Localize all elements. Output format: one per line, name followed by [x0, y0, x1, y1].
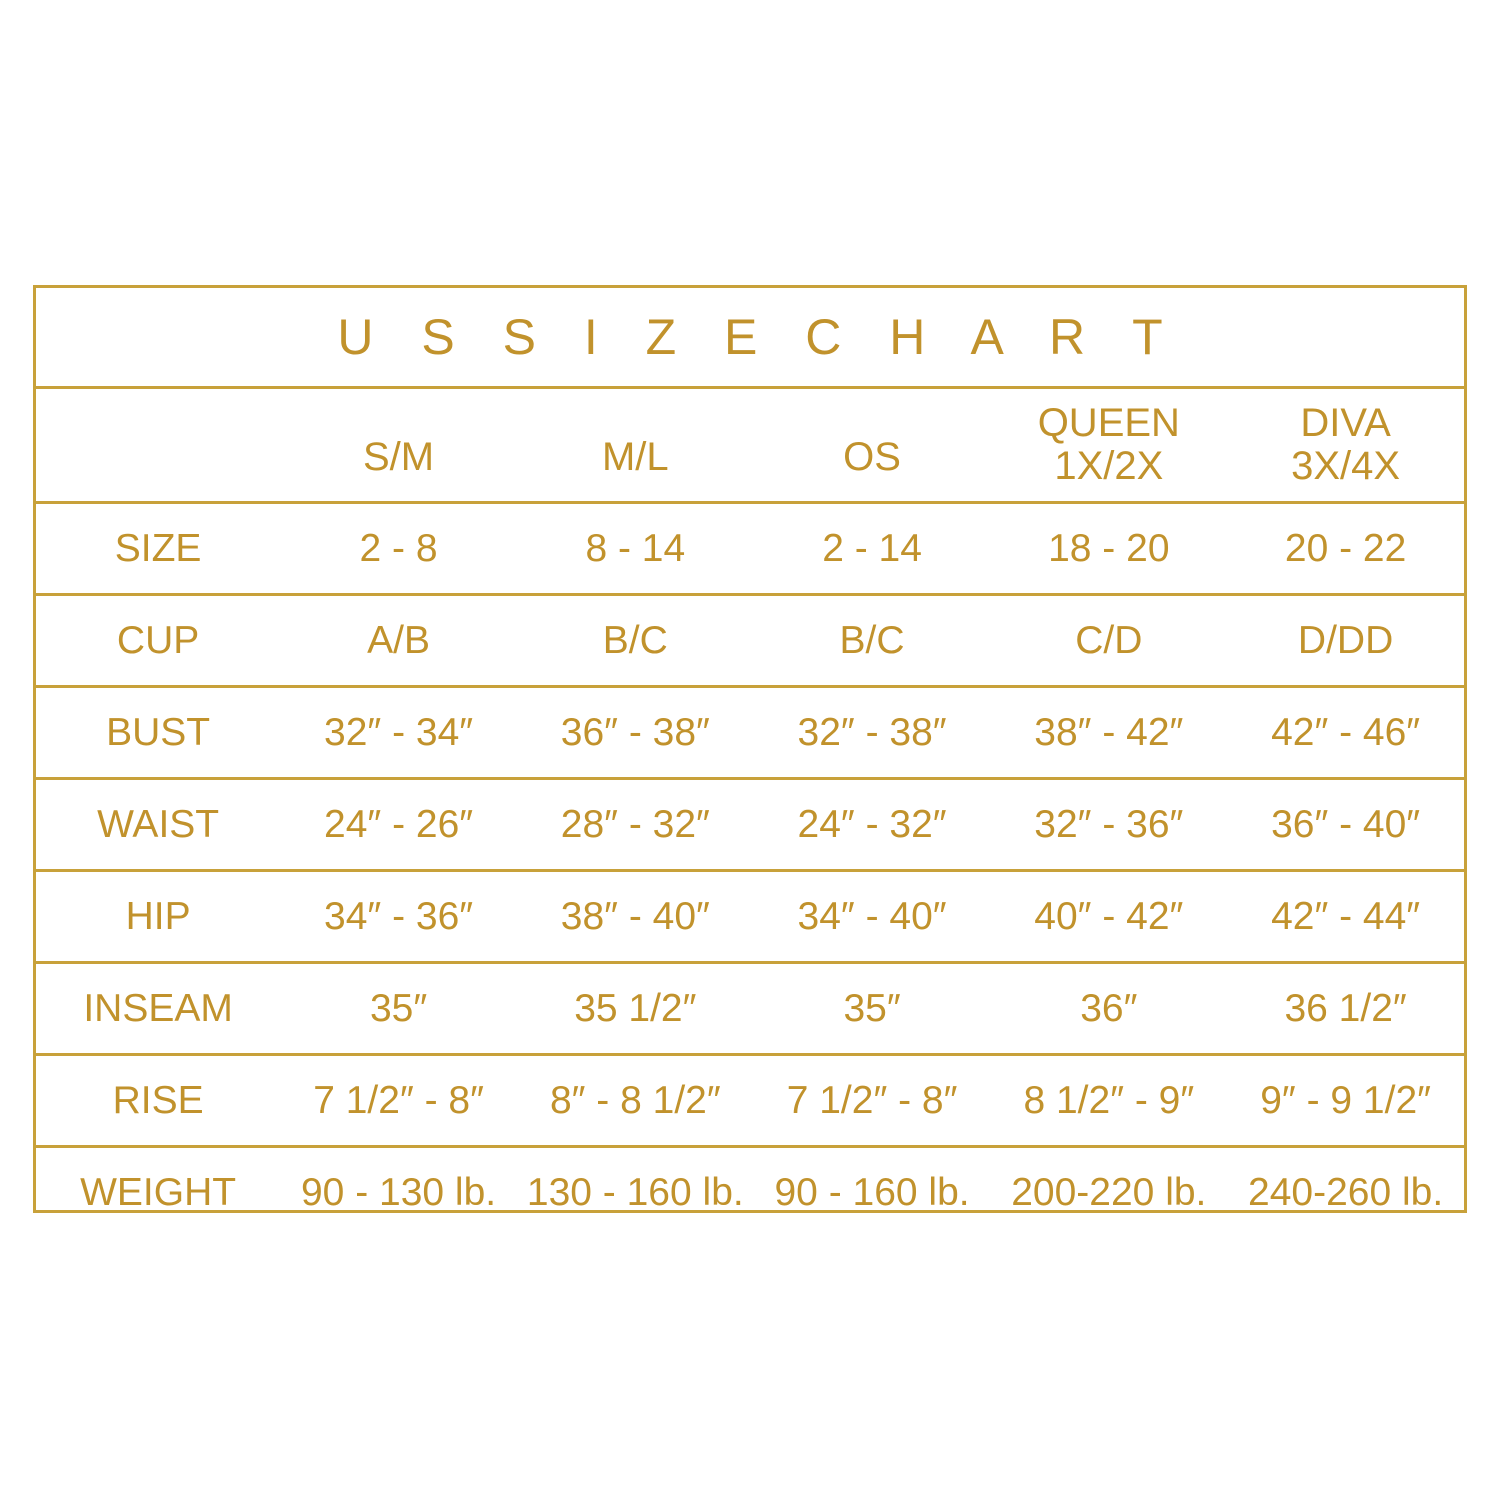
header-cell-diva: DIVA 3X/4X [1227, 386, 1464, 503]
row-label-size: SIZE [36, 501, 281, 595]
cell-size-diva: 20 - 22 [1227, 501, 1464, 595]
cell-inseam-os: 35″ [753, 961, 991, 1055]
header-label-diva: DIVA [1300, 400, 1391, 445]
cell-size-queen: 18 - 20 [990, 501, 1228, 595]
table-row: WEIGHT 90 - 130 lb. 130 - 160 lb. 90 - 1… [36, 1145, 1464, 1237]
row-label-weight: WEIGHT [36, 1145, 281, 1237]
header-sublabel-diva: 3X/4X [1291, 444, 1401, 488]
cell-inseam-sm: 35″ [280, 961, 517, 1055]
header-sublabel-queen: 1X/2X [1054, 444, 1164, 488]
header-label-queen: QUEEN [1037, 400, 1180, 445]
table-row: BUST 32″ - 34″ 36″ - 38″ 32″ - 38″ 38″ -… [36, 685, 1464, 779]
header-label-sm: S/M [363, 435, 435, 480]
row-label-inseam: INSEAM [36, 961, 281, 1055]
table-row: WAIST 24″ - 26″ 28″ - 32″ 24″ - 32″ 32″ … [36, 777, 1464, 871]
cell-bust-diva: 42″ - 46″ [1227, 685, 1464, 779]
header-cell-blank [36, 386, 281, 503]
cell-cup-queen: C/D [990, 593, 1228, 687]
header-cell-queen: QUEEN 1X/2X [990, 386, 1228, 503]
cell-waist-ml: 28″ - 32″ [516, 777, 754, 871]
cell-size-sm: 2 - 8 [280, 501, 517, 595]
cell-size-ml: 8 - 14 [516, 501, 754, 595]
cell-inseam-ml: 35 1/2″ [516, 961, 754, 1055]
page-title: U S S I Z E C H A R T [337, 309, 1180, 365]
header-label-ml: M/L [601, 435, 669, 480]
cell-waist-os: 24″ - 32″ [753, 777, 991, 871]
table-row: SIZE 2 - 8 8 - 14 2 - 14 18 - 20 20 - 22 [36, 501, 1464, 595]
cell-bust-queen: 38″ - 42″ [990, 685, 1228, 779]
cell-weight-sm: 90 - 130 lb. [280, 1145, 517, 1237]
row-label-hip: HIP [36, 869, 281, 963]
row-label-cup: CUP [36, 593, 281, 687]
size-chart-frame: U S S I Z E C H A R T S/M M/L OS QUEE [33, 285, 1467, 1237]
cell-waist-queen: 32″ - 36″ [990, 777, 1228, 871]
cell-cup-sm: A/B [280, 593, 517, 687]
cell-size-os: 2 - 14 [753, 501, 991, 595]
cell-cup-diva: D/DD [1227, 593, 1464, 687]
cell-hip-sm: 34″ - 36″ [280, 869, 517, 963]
cell-hip-queen: 40″ - 42″ [990, 869, 1228, 963]
cell-inseam-queen: 36″ [990, 961, 1228, 1055]
table-row: INSEAM 35″ 35 1/2″ 35″ 36″ 36 1/2″ [36, 961, 1464, 1055]
cell-cup-os: B/C [753, 593, 991, 687]
cell-inseam-diva: 36 1/2″ [1227, 961, 1464, 1055]
cell-bust-sm: 32″ - 34″ [280, 685, 517, 779]
cell-bust-ml: 36″ - 38″ [516, 685, 754, 779]
row-label-bust: BUST [36, 685, 281, 779]
chart-title-row: U S S I Z E C H A R T [36, 288, 1464, 388]
cell-rise-queen: 8 1/2″ - 9″ [990, 1053, 1228, 1147]
row-label-waist: WAIST [36, 777, 281, 871]
cell-weight-os: 90 - 160 lb. [753, 1145, 991, 1237]
column-header-row: S/M M/L OS QUEEN 1X/2X DIVA 3X/4X [36, 386, 1464, 503]
table-row: HIP 34″ - 36″ 38″ - 40″ 34″ - 40″ 40″ - … [36, 869, 1464, 963]
cell-waist-diva: 36″ - 40″ [1227, 777, 1464, 871]
cell-rise-os: 7 1/2″ - 8″ [753, 1053, 991, 1147]
cell-cup-ml: B/C [516, 593, 754, 687]
table-row: CUP A/B B/C B/C C/D D/DD [36, 593, 1464, 687]
cell-rise-sm: 7 1/2″ - 8″ [280, 1053, 517, 1147]
cell-hip-ml: 38″ - 40″ [516, 869, 754, 963]
table-row: RISE 7 1/2″ - 8″ 8″ - 8 1/2″ 7 1/2″ - 8″… [36, 1053, 1464, 1147]
cell-waist-sm: 24″ - 26″ [280, 777, 517, 871]
cell-rise-diva: 9″ - 9 1/2″ [1227, 1053, 1464, 1147]
us-size-chart-table: U S S I Z E C H A R T S/M M/L OS QUEE [36, 288, 1464, 1237]
cell-weight-ml: 130 - 160 lb. [516, 1145, 754, 1237]
header-label-os: OS [843, 435, 901, 480]
row-label-rise: RISE [36, 1053, 281, 1147]
cell-bust-os: 32″ - 38″ [753, 685, 991, 779]
header-cell-sm: S/M [280, 386, 517, 503]
cell-hip-os: 34″ - 40″ [753, 869, 991, 963]
header-cell-os: OS [753, 386, 991, 503]
header-cell-ml: M/L [516, 386, 754, 503]
cell-hip-diva: 42″ - 44″ [1227, 869, 1464, 963]
cell-weight-queen: 200-220 lb. [990, 1145, 1228, 1237]
cell-rise-ml: 8″ - 8 1/2″ [516, 1053, 754, 1147]
cell-weight-diva: 240-260 lb. [1227, 1145, 1464, 1237]
